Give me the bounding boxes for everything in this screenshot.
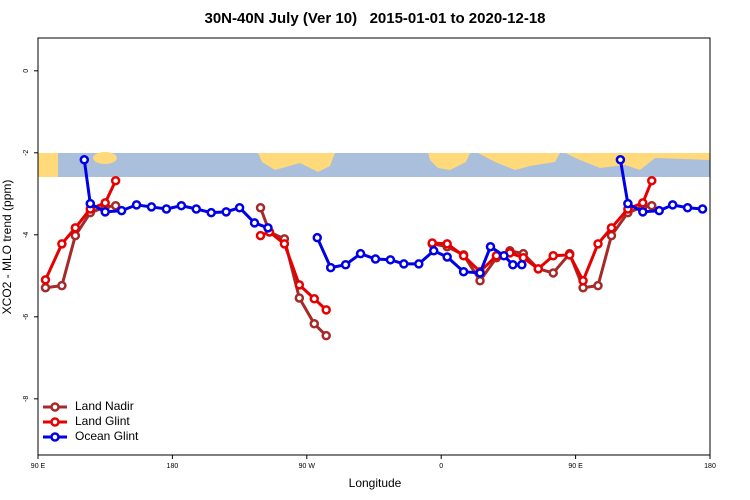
data-point xyxy=(615,155,626,165)
data-point xyxy=(221,207,231,217)
data-point xyxy=(593,280,603,291)
data-point xyxy=(399,259,409,269)
data-point xyxy=(85,198,96,209)
data-point xyxy=(312,232,323,243)
data-point xyxy=(321,305,331,315)
data-point xyxy=(638,198,648,208)
data-point xyxy=(370,254,381,264)
data-point xyxy=(100,198,110,208)
legend-label: Ocean Glint xyxy=(75,429,139,443)
data-point xyxy=(191,204,202,214)
x-tick-label: 90 E xyxy=(568,463,583,470)
data-point xyxy=(385,255,396,265)
data-point xyxy=(294,293,305,303)
data-point xyxy=(485,241,496,252)
data-point xyxy=(340,259,351,270)
data-point xyxy=(40,282,51,293)
data-point xyxy=(548,268,558,278)
data-point xyxy=(606,230,617,241)
y-tick-label: 0 xyxy=(23,69,30,73)
y-tick-label: -6 xyxy=(23,314,30,320)
data-point xyxy=(442,239,452,249)
data-point xyxy=(57,280,67,291)
data-point xyxy=(110,175,121,186)
data-point xyxy=(249,218,260,228)
data-point xyxy=(623,198,633,209)
data-point xyxy=(697,204,708,214)
data-point xyxy=(116,205,127,216)
series-line xyxy=(44,180,654,311)
y-tick-label: -8 xyxy=(23,396,30,402)
x-tick-label: 90 W xyxy=(299,463,316,470)
data-point xyxy=(100,207,110,217)
legend-marker xyxy=(50,402,60,412)
data-point xyxy=(294,280,305,290)
data-point xyxy=(131,200,142,210)
data-point xyxy=(325,262,336,273)
x-tick-label: 180 xyxy=(167,463,179,470)
data-point xyxy=(458,250,469,261)
series-line xyxy=(45,204,652,337)
data-point xyxy=(309,294,320,304)
x-tick-label: 180 xyxy=(704,463,716,470)
data-point xyxy=(255,230,266,241)
data-point xyxy=(414,259,424,269)
data-point xyxy=(475,275,485,286)
data-point xyxy=(110,200,121,211)
data-point xyxy=(70,223,81,233)
data-point xyxy=(161,204,172,214)
data-point xyxy=(638,207,648,217)
data-point xyxy=(517,259,527,270)
legend-label: Land Glint xyxy=(75,414,130,428)
data-point xyxy=(499,250,509,261)
data-point xyxy=(79,155,90,165)
legend-label: Land Nadir xyxy=(75,399,134,413)
data-point xyxy=(234,203,245,213)
data-point xyxy=(70,230,81,241)
x-tick-label: 0 xyxy=(439,463,443,470)
data-point xyxy=(263,223,273,233)
data-point xyxy=(533,264,544,274)
y-tick-label: -2 xyxy=(23,150,30,156)
data-point xyxy=(146,202,157,212)
data-point xyxy=(309,319,320,329)
data-point xyxy=(667,200,678,210)
y-tick-label: -4 xyxy=(23,232,30,238)
data-point xyxy=(564,250,575,260)
data-point xyxy=(355,248,366,259)
data-point xyxy=(548,250,558,261)
data-point xyxy=(442,252,452,262)
x-tick-label: 90 E xyxy=(31,463,46,470)
data-point xyxy=(427,238,437,248)
data-point xyxy=(593,239,603,249)
map-band xyxy=(38,152,710,177)
data-point xyxy=(176,200,187,211)
data-point xyxy=(682,203,693,213)
data-point xyxy=(578,275,588,286)
data-point xyxy=(458,266,469,277)
x-axis-label: Longitude xyxy=(349,476,402,490)
data-point xyxy=(57,239,67,249)
plot-frame xyxy=(37,37,711,456)
data-point xyxy=(606,223,617,233)
data-point xyxy=(255,203,266,213)
data-point xyxy=(647,200,657,211)
data-point xyxy=(475,268,485,278)
data-point xyxy=(40,275,51,285)
data-point xyxy=(321,330,331,341)
data-point xyxy=(279,239,290,249)
y-axis-label: XCO2 - MLO trend (ppm) xyxy=(0,180,14,315)
data-point xyxy=(206,207,216,218)
data-point xyxy=(647,175,657,186)
data-point xyxy=(508,259,518,270)
data-point xyxy=(428,246,439,256)
legend-marker xyxy=(50,432,60,442)
legend-marker xyxy=(50,417,60,427)
data-point xyxy=(654,205,664,216)
chart-title: 30N-40N July (Ver 10) 2015-01-01 to 2020… xyxy=(204,10,545,27)
